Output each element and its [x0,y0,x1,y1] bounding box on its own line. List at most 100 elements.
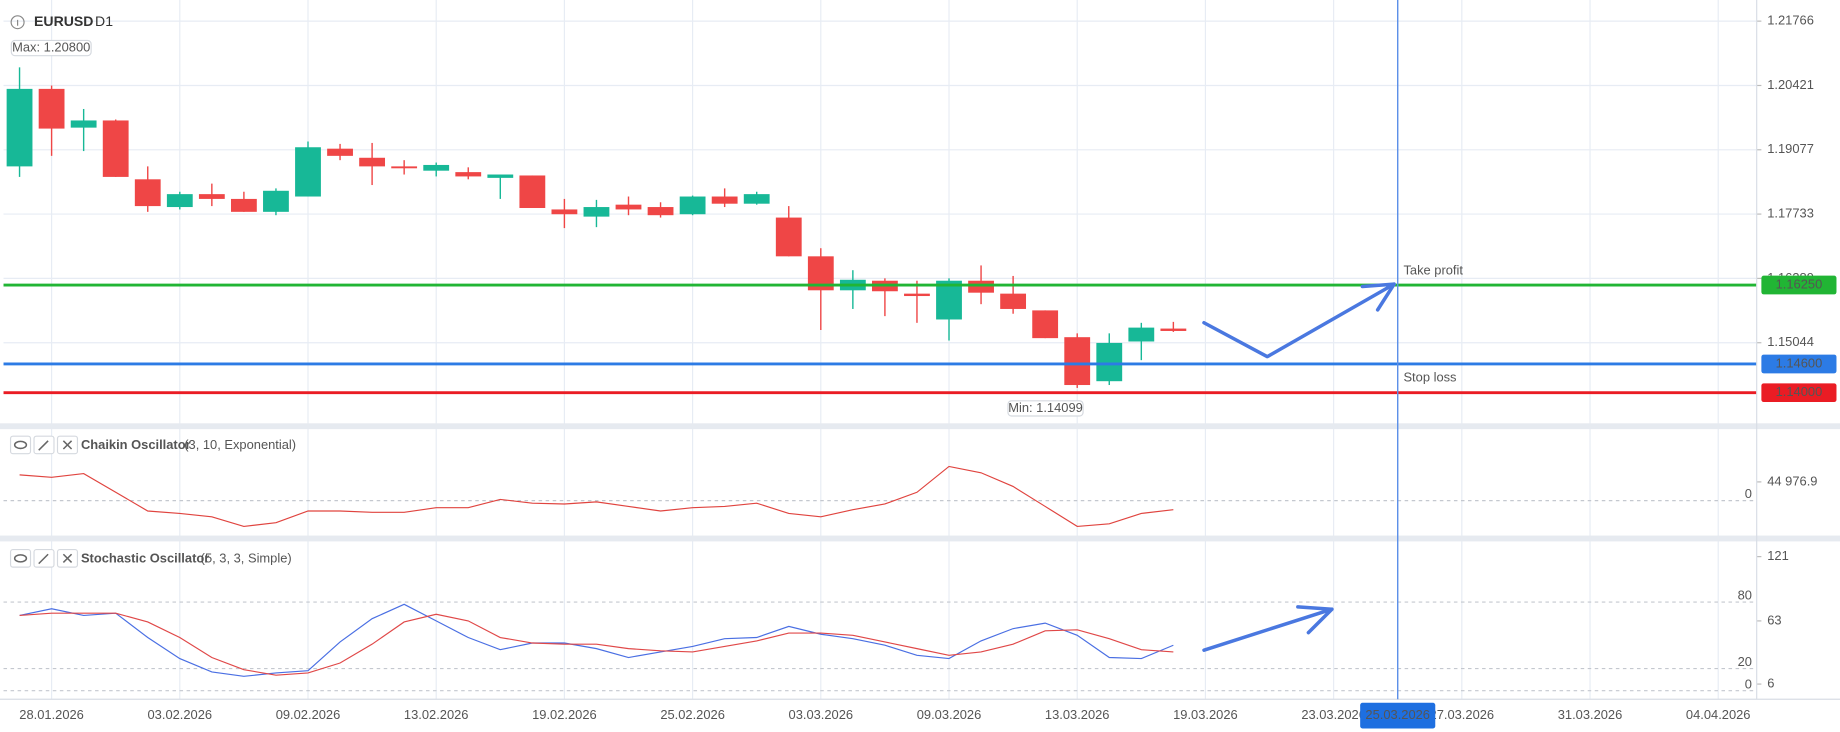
drawn-arrow [1202,282,1396,359]
candle-body [391,166,418,169]
eye-button[interactable] [9,435,32,455]
y-tick-label: 1.20421 [1767,77,1814,92]
indicator-title: Chaikin Oscillator [81,437,191,452]
x-tick-label: 28.01.2026 [19,707,84,722]
candle-body [743,194,770,204]
candle-body [295,147,321,197]
min-label: Min: 1.14099 [1008,400,1083,415]
candle-body [551,209,578,215]
decoration: EURUSD D1 Chaikin Oscillator (3, 10, Exp… [0,0,1840,700]
candle-body [1128,327,1155,342]
indicator-params: (3, 10, Exponential) [184,437,296,452]
x-tick-label: 23.03.2026 [1301,707,1366,722]
x-tick-label: 19.02.2026 [532,707,597,722]
level-label-box [1761,383,1837,403]
candle-body [134,179,161,207]
x-tick-label: 09.03.2026 [917,707,982,722]
x-tick-label: 09.02.2026 [276,707,341,722]
level-label: 80 [1738,588,1752,603]
x-tick-label: 25.02.2026 [660,707,725,722]
wrench-glyph [38,553,49,565]
candle-body [904,293,930,297]
y-tick-label: 1.21766 [1767,13,1814,28]
x-tick-label: 04.04.2026 [1686,707,1751,722]
panel-separator [0,423,1840,430]
level-label: 1.16250 [1776,276,1823,291]
indicator-params: (5, 3, 3, Simple) [201,550,292,565]
level-label: 0 [1745,676,1752,691]
candle-body [1032,310,1059,339]
candle-body [711,196,738,204]
overlay: 28.01.2026 03.02.2026 09.02.2026 13.02.2026… [10,0,1837,729]
indicator-icons [9,435,79,568]
eye-button[interactable] [9,549,32,568]
candle-body [775,217,802,257]
y-tick-label: 6 [1767,675,1774,690]
candle-body [679,196,706,215]
x-tick-label: 03.02.2026 [148,707,213,722]
x-tick-label: 27.03.2026 [1430,707,1495,722]
max-label-box [10,39,92,57]
crosshair-label: 25.03.2026 [1365,707,1430,722]
eye-glyph [13,554,28,563]
candle-body [519,175,546,209]
candle-body [230,198,257,212]
level-label: 0 [1745,486,1752,501]
close-glyph [62,553,73,563]
timeframe: D1 [95,13,113,29]
candle-body [615,204,642,210]
x-tick-label: 31.03.2026 [1558,707,1623,722]
candle-body [1000,293,1027,309]
close-glyph [62,440,73,450]
y-tick-label: 63 [1767,612,1781,627]
x-tick-label: 03.03.2026 [789,707,854,722]
info-icon[interactable] [10,15,25,30]
y-tick-label: 1.15044 [1767,334,1814,349]
annotation: Stop loss [1403,370,1456,385]
y-tick-label: 1.17733 [1767,206,1814,221]
y-tick-label: 44 976.9 [1767,473,1817,488]
candle-body [647,207,674,216]
candle-body [1096,342,1123,382]
level-label: 1.14600 [1776,355,1823,370]
max-label: Max: 1.20800 [12,39,90,54]
candle-body [263,190,289,212]
arrow-head [1296,605,1334,635]
level-label: 20 [1738,654,1752,669]
indicator-line [19,612,1174,676]
panel-separator [0,535,1840,542]
indicator-title: Stochastic Oscillator [81,550,209,565]
candle-body [423,164,450,171]
symbol: EURUSD [34,13,93,29]
candle-body [1160,328,1187,331]
candle-body [38,88,65,129]
drawn-arrow [1202,607,1334,652]
candle-body [487,174,514,178]
x-tick-label: 13.03.2026 [1045,707,1110,722]
candle-body [583,207,610,217]
wrench-glyph [38,440,49,451]
candle-body [327,148,353,156]
y-tick-label: 1.19077 [1767,141,1814,156]
candle-body [968,280,994,293]
candle-body [70,120,97,128]
level-label-box [1761,275,1837,295]
candle-body [359,157,386,167]
annotation: Take profit [1403,262,1463,277]
grid: 1.150441.163891.177331.190771.204211.217… [3,0,1817,700]
crosshair-label-box [1360,702,1436,729]
level-label-box [1761,354,1837,374]
candle-body [102,120,129,177]
x-tick-label: 19.03.2026 [1173,707,1238,722]
marks [3,67,1757,677]
arrow-head [1360,282,1396,312]
candle-body [936,280,962,320]
x-tick-label: 13.02.2026 [404,707,469,722]
candle-body [455,172,482,177]
y-tick-label: 121 [1767,548,1789,563]
level-label: 1.14000 [1776,384,1823,399]
indicator-line [19,603,1174,677]
